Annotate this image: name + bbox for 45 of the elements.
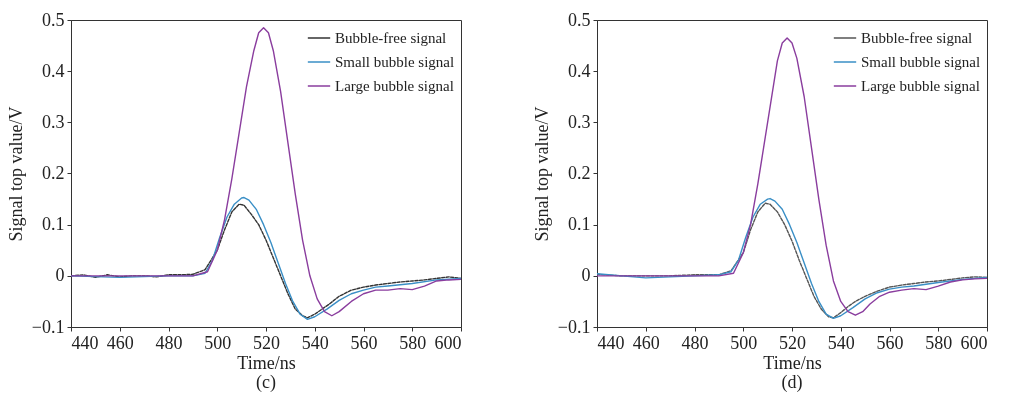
x-tick-label: 520: [253, 332, 280, 353]
x-tick-label: 480: [681, 332, 709, 353]
legend-label: Bubble-free signal: [861, 30, 973, 46]
x-tick-label: 560: [876, 332, 904, 353]
y-tick-label: 0: [581, 265, 591, 286]
x-tick-label: 520: [779, 332, 806, 353]
x-tick-label: 540: [301, 332, 329, 353]
x-tick-label: 460: [106, 332, 134, 353]
x-tick-label: 440: [597, 332, 625, 353]
y-tick-label: 0.1: [42, 214, 65, 235]
legend-label: Bubble-free signal: [335, 30, 447, 46]
legend-label: Large bubble signal: [335, 78, 454, 94]
y-tick-label: 0.2: [568, 163, 591, 183]
x-tick-label: 460: [632, 332, 660, 353]
y-tick-label: 0.5: [568, 9, 591, 30]
y-tick-label: −0.1: [557, 316, 591, 337]
x-axis-title: Time/ns: [763, 352, 822, 373]
x-axis-title: Time/ns: [237, 352, 296, 373]
y-tick-label: 0.4: [42, 60, 65, 81]
y-axis-title: Signal top value/V: [5, 106, 26, 242]
y-tick-label: 0: [55, 265, 65, 286]
y-axis-title: Signal top value/V: [531, 106, 552, 242]
x-tick-label: 500: [204, 332, 232, 353]
y-tick-label: 0.4: [568, 60, 591, 81]
text: (c): [256, 372, 276, 393]
x-tick-label: 540: [827, 332, 855, 353]
y-tick-label: 0.1: [568, 214, 591, 235]
legend-label: Small bubble signal: [335, 54, 455, 70]
y-tick-label: 0.3: [568, 111, 591, 132]
y-tick-label: 0.5: [42, 9, 65, 30]
x-tick-label: 580: [399, 332, 427, 353]
y-tick-label: −0.1: [31, 316, 65, 337]
legend-label: Small bubble signal: [861, 54, 981, 70]
y-tick-label: 0.2: [42, 163, 65, 183]
x-tick-label: 440: [71, 332, 99, 353]
line-series: [71, 26, 461, 317]
legend-label: Large bubble signal: [861, 78, 980, 94]
x-tick-label: 500: [730, 332, 758, 353]
text: (d): [781, 372, 803, 393]
x-tick-label: 600: [960, 332, 988, 353]
x-tick-label: 600: [434, 332, 462, 353]
x-tick-label: 480: [155, 332, 183, 353]
x-tick-label: 580: [925, 332, 953, 353]
x-tick-label: 560: [350, 332, 378, 353]
y-tick-label: 0.3: [42, 111, 65, 132]
